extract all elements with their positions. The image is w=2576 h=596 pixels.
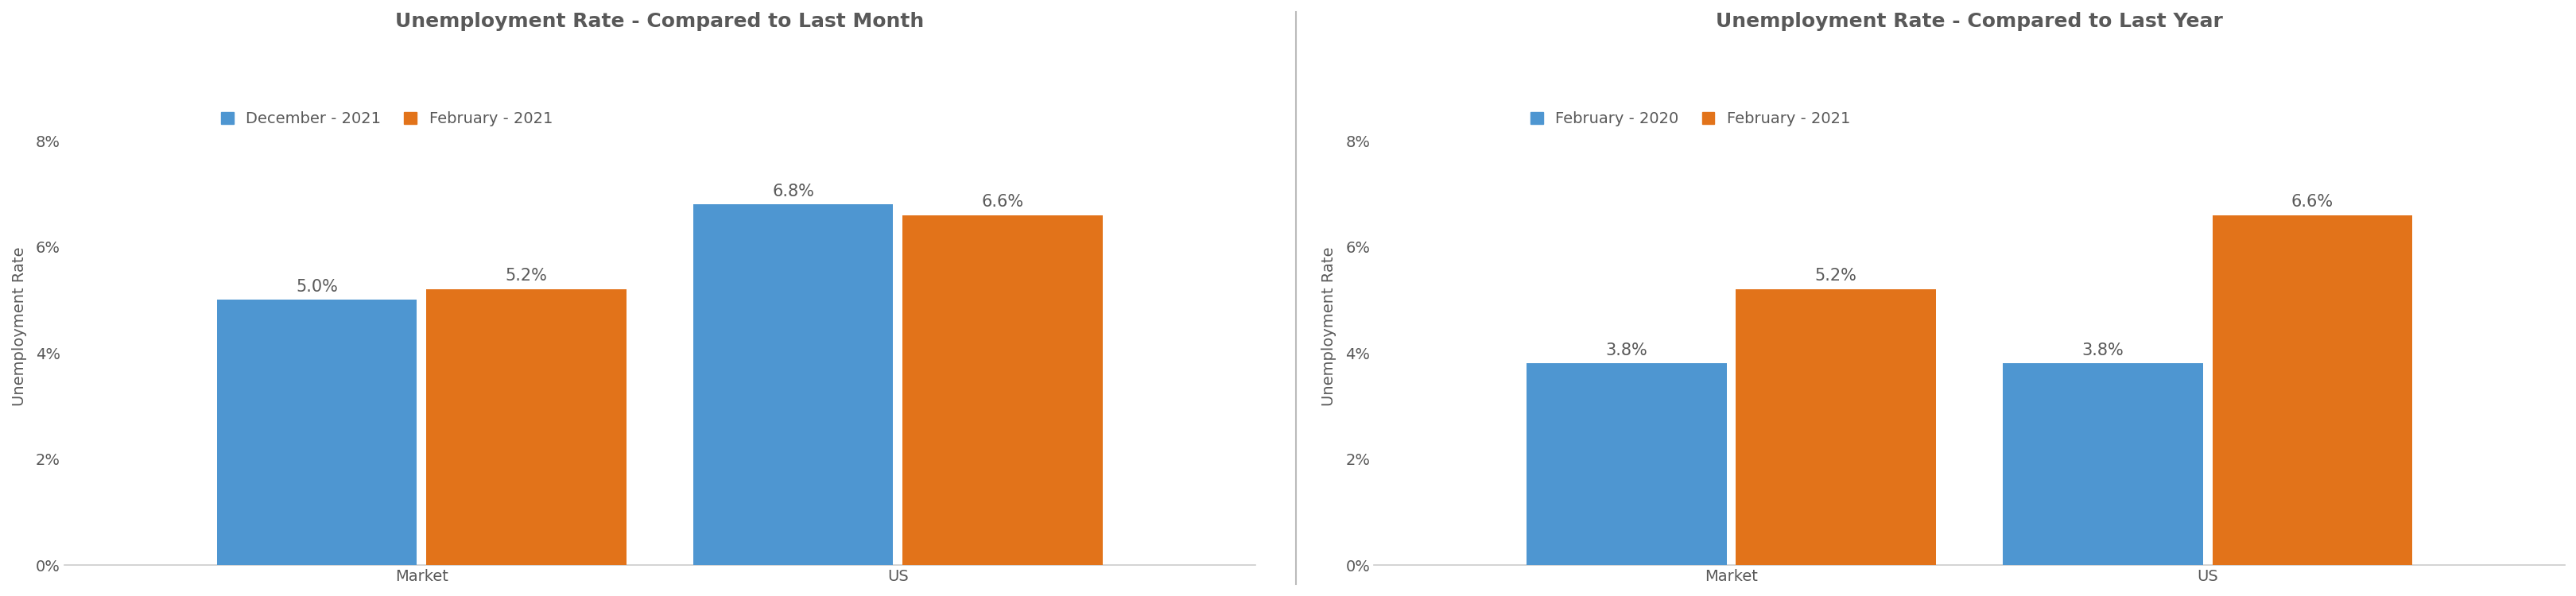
Y-axis label: Unemployment Rate: Unemployment Rate [13, 247, 26, 406]
Bar [902, 215, 1103, 565]
Legend: February - 2020, February - 2021: February - 2020, February - 2021 [1525, 105, 1857, 132]
Bar [425, 289, 626, 565]
Bar [693, 204, 894, 565]
Bar [1525, 364, 1726, 565]
Text: 5.2%: 5.2% [1814, 268, 1857, 284]
Text: 3.8%: 3.8% [1605, 342, 1646, 358]
Y-axis label: Unemployment Rate: Unemployment Rate [1321, 247, 1337, 406]
Text: 3.8%: 3.8% [2081, 342, 2123, 358]
Bar [2213, 215, 2411, 565]
Title: Unemployment Rate - Compared to Last Year: Unemployment Rate - Compared to Last Yea… [1716, 12, 2223, 31]
Text: 6.6%: 6.6% [2290, 194, 2334, 210]
Text: 6.8%: 6.8% [773, 183, 814, 199]
Text: 5.2%: 5.2% [505, 268, 546, 284]
Title: Unemployment Rate - Compared to Last Month: Unemployment Rate - Compared to Last Mon… [394, 12, 925, 31]
Text: 5.0%: 5.0% [296, 279, 337, 294]
Bar [2002, 364, 2202, 565]
Text: 6.6%: 6.6% [981, 194, 1023, 210]
Legend: December - 2021, February - 2021: December - 2021, February - 2021 [214, 105, 559, 132]
Bar [1736, 289, 1935, 565]
Bar [216, 300, 417, 565]
